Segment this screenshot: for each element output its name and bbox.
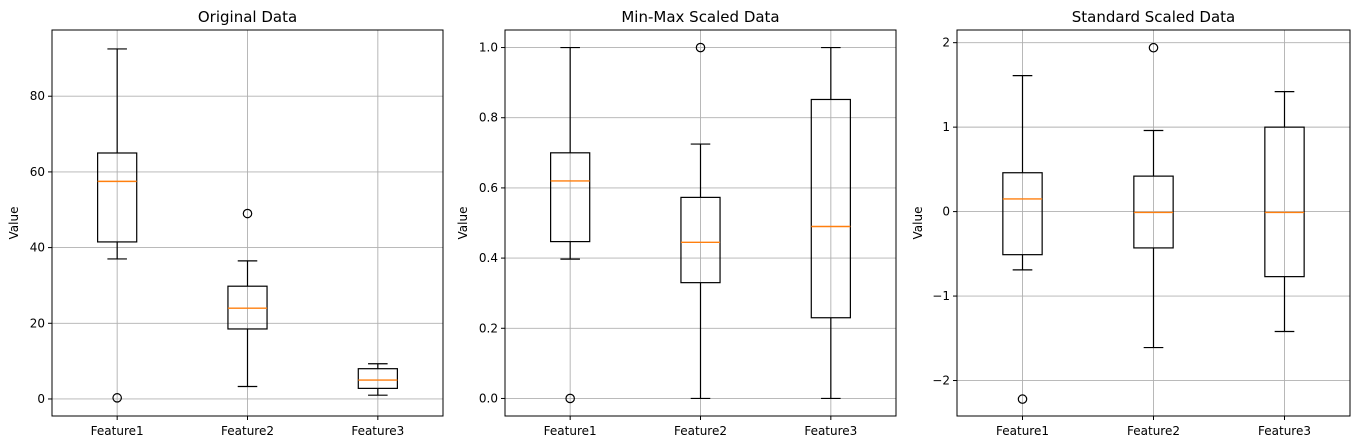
outlier-point xyxy=(112,393,122,403)
y-tick-label: −1 xyxy=(932,289,950,303)
box-feature2 xyxy=(227,208,268,388)
y-tick-label: 0.4 xyxy=(479,251,498,265)
y-tick-label: 0.2 xyxy=(479,321,498,335)
x-tick-label: Feature3 xyxy=(1258,424,1311,438)
y-tick-label: 0 xyxy=(37,392,45,406)
iqr-box xyxy=(550,152,591,243)
iqr-box xyxy=(680,196,721,284)
iqr-box xyxy=(97,152,138,243)
x-tick-label: Feature3 xyxy=(804,424,857,438)
y-tick-label: 0.0 xyxy=(479,391,498,405)
box-feature3 xyxy=(1264,91,1305,333)
iqr-box xyxy=(1264,126,1305,278)
x-tick-label: Feature1 xyxy=(544,424,597,438)
x-tick-label: Feature2 xyxy=(1127,424,1180,438)
subplot-title: Original Data xyxy=(198,8,297,26)
x-tick-label: Feature2 xyxy=(674,424,727,438)
y-tick-label: 1.0 xyxy=(479,41,498,55)
outlier-point xyxy=(1017,394,1028,404)
iqr-box xyxy=(810,98,851,319)
iqr-box xyxy=(1002,172,1043,256)
y-tick-label: 2 xyxy=(942,36,950,50)
y-tick-label: 0.6 xyxy=(479,181,498,195)
subplot-2: 0.0 0.2 0.4 0.6 0.8 1.0 Feature1 Feature2 Featur… xyxy=(456,8,897,438)
y-tick-label: 60 xyxy=(30,165,45,179)
box-feature1 xyxy=(1002,75,1043,404)
box-feature1 xyxy=(97,48,138,403)
y-tick-label: −2 xyxy=(932,374,950,388)
x-tick-label: Feature3 xyxy=(351,424,404,438)
box-feature2 xyxy=(1133,42,1174,349)
outlier-point xyxy=(242,208,253,219)
y-tick-label: 1 xyxy=(942,120,950,134)
outlier-point xyxy=(695,42,706,53)
x-tick-label: Feature1 xyxy=(91,424,144,438)
subplot-title: Min-Max Scaled Data xyxy=(621,8,779,26)
box-feature1 xyxy=(550,46,591,404)
box-feature3 xyxy=(357,363,398,396)
y-tick-label: 0 xyxy=(942,205,950,219)
y-axis-label: Value xyxy=(7,207,21,240)
y-axis-label: Value xyxy=(911,207,925,240)
subplot-1: 0 20 40 60 80 Feature1 Feature2 Feature3 Origina… xyxy=(7,8,444,438)
y-tick-label: 20 xyxy=(30,316,45,330)
x-tick-label: Feature2 xyxy=(221,424,274,438)
outlier-point xyxy=(565,393,575,404)
y-tick-label: 40 xyxy=(30,241,45,255)
y-tick-label: 0.8 xyxy=(479,111,498,125)
y-tick-label: 80 xyxy=(30,89,45,103)
y-axis-label: Value xyxy=(456,207,470,240)
subplot-title: Standard Scaled Data xyxy=(1072,8,1235,26)
box-feature2 xyxy=(680,42,721,400)
outlier-point xyxy=(1148,42,1159,53)
x-tick-label: Feature1 xyxy=(996,424,1049,438)
subplot-3: −2 −1 0 1 2 Feature1 Feature2 Feature3 Standard … xyxy=(911,8,1351,438)
iqr-box xyxy=(357,368,398,389)
box-feature3 xyxy=(810,46,851,400)
